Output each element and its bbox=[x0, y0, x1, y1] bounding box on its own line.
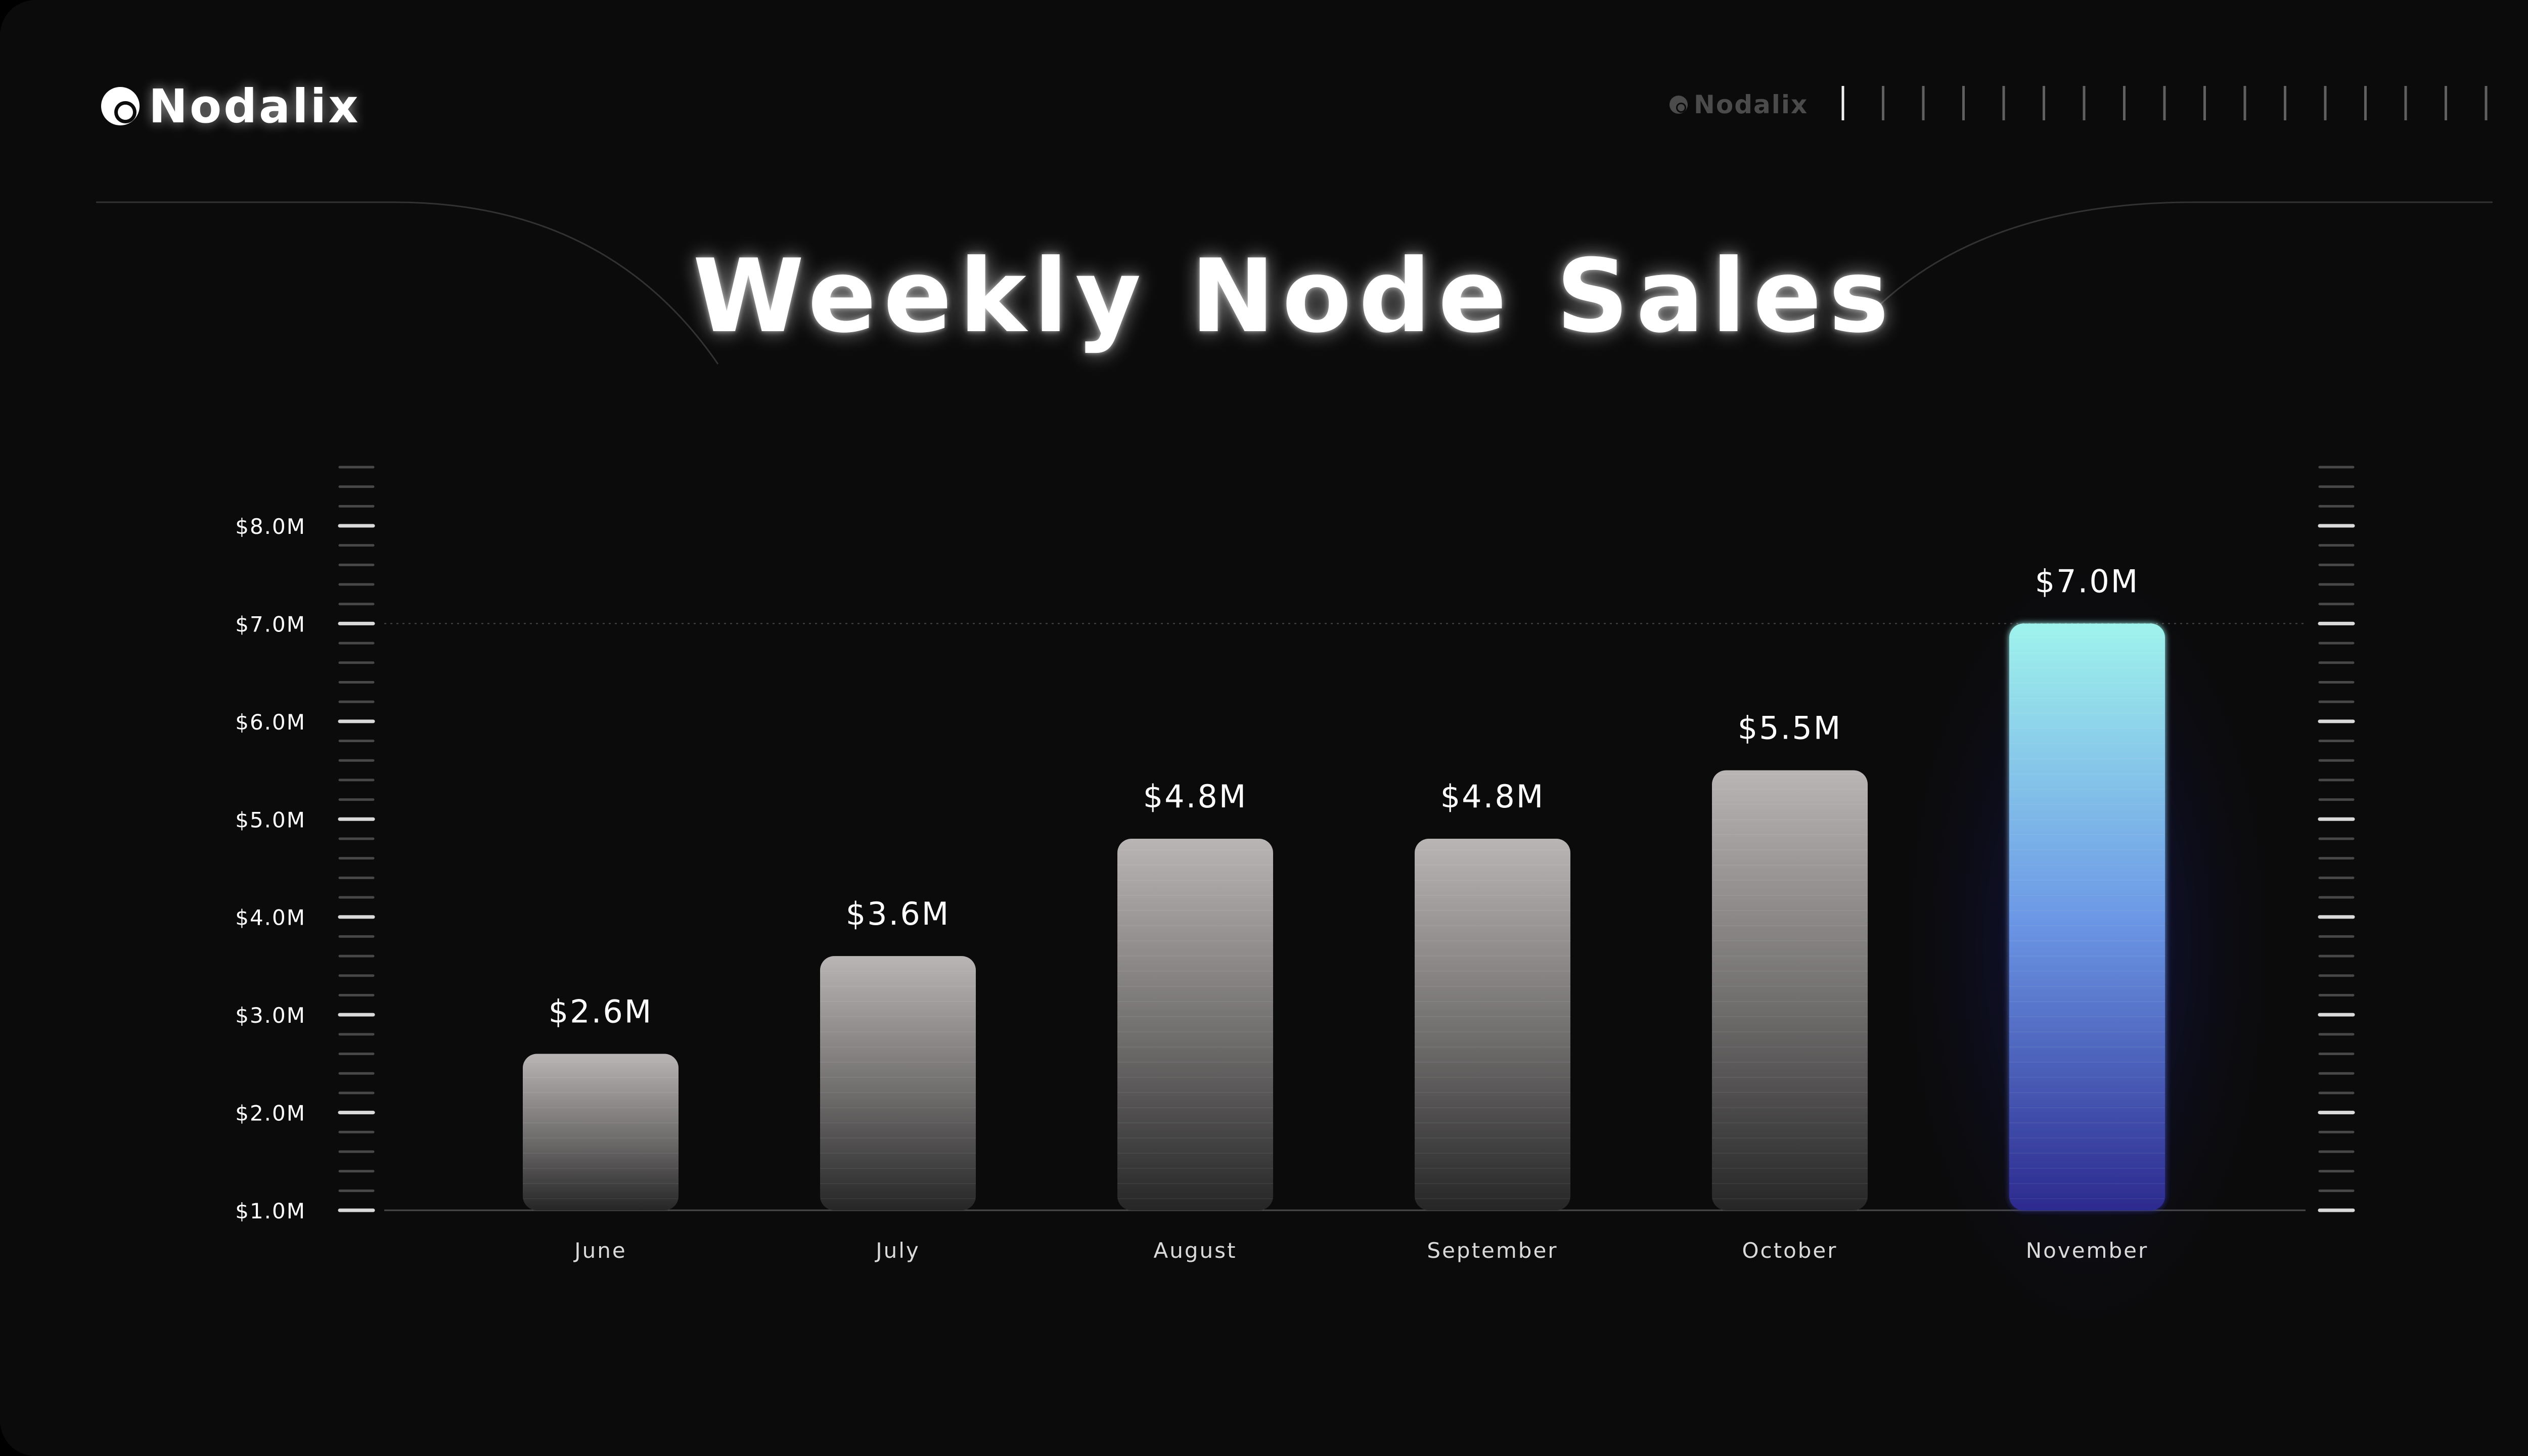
nodalix-small-logo-icon bbox=[1669, 96, 1688, 114]
bar-stripes bbox=[1415, 838, 1570, 1210]
x-tick-label: June bbox=[573, 1238, 626, 1263]
bar-stripes bbox=[1117, 838, 1273, 1210]
y-tick-label: $4.0M bbox=[235, 905, 306, 930]
nodalix-logo-icon bbox=[101, 87, 140, 125]
bar-stripes bbox=[2009, 623, 2165, 1210]
bar-value-label: $4.8M bbox=[1143, 778, 1248, 815]
bar-stripes bbox=[820, 956, 976, 1210]
x-tick-label: October bbox=[1742, 1238, 1837, 1263]
bar-value-label: $5.5M bbox=[1738, 710, 1842, 747]
x-tick-label: July bbox=[874, 1238, 920, 1263]
chart-title: Weekly Node Sales bbox=[693, 238, 1896, 355]
bar-stripes bbox=[1712, 770, 1868, 1210]
y-tick-label: $1.0M bbox=[235, 1199, 306, 1223]
small-logo-text: Nodalix bbox=[1694, 90, 1809, 119]
header-divider-right bbox=[1870, 201, 2493, 314]
y-tick-label: $2.0M bbox=[235, 1101, 306, 1126]
x-tick-label: August bbox=[1154, 1238, 1237, 1263]
y-tick-label: $8.0M bbox=[235, 514, 306, 539]
bar-stripes bbox=[523, 1054, 679, 1210]
y-tick-label: $6.0M bbox=[235, 710, 306, 735]
secondary-logo: Nodalix bbox=[1668, 87, 1808, 122]
top-right-tick-marks bbox=[1841, 86, 2488, 120]
logo-text: Nodalix bbox=[149, 79, 360, 133]
x-tick-label: September bbox=[1427, 1238, 1558, 1263]
y-tick-label: $7.0M bbox=[235, 612, 306, 636]
brand-logo: Nodalix bbox=[99, 76, 360, 136]
y-tick-label: $3.0M bbox=[235, 1003, 306, 1028]
bar-value-label: $3.6M bbox=[846, 895, 951, 932]
y-tick-label: $5.0M bbox=[235, 807, 306, 832]
header-divider-left bbox=[96, 201, 719, 365]
bar-value-label: $2.6M bbox=[549, 993, 653, 1030]
bar-value-label: $4.8M bbox=[1440, 778, 1545, 815]
x-tick-label: November bbox=[2026, 1238, 2149, 1263]
bar-value-label: $7.0M bbox=[2035, 563, 2140, 600]
